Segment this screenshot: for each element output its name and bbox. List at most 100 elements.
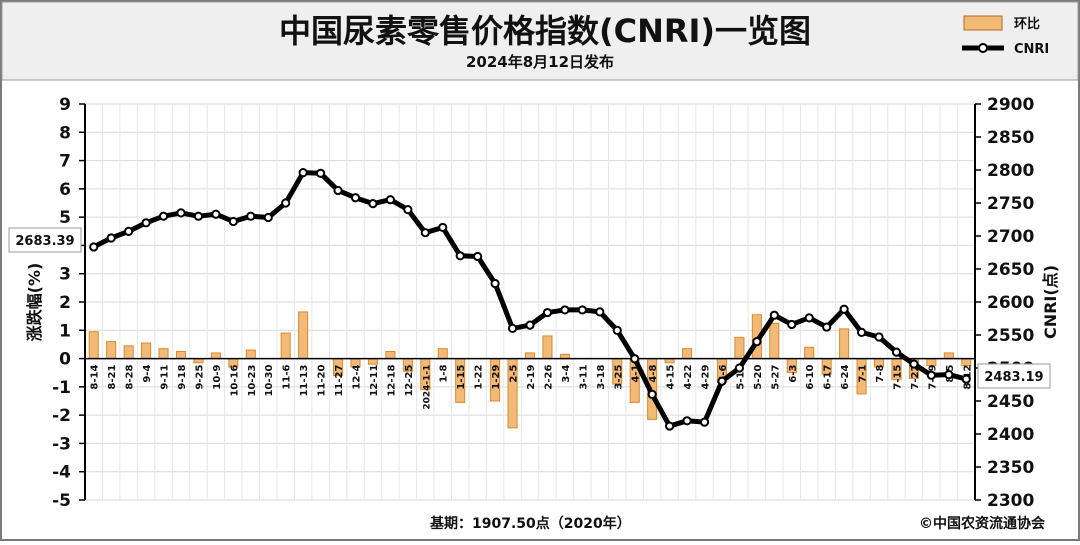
first-value-label: 2683.39 — [15, 234, 74, 249]
copyright-note: ©中国农资流通协会 — [919, 515, 1046, 532]
left-tick-label: 5 — [59, 208, 71, 228]
legend-bar-swatch — [963, 15, 1003, 31]
bar-8-28 — [123, 345, 134, 360]
left-tick-label: 0 — [59, 350, 71, 370]
x-tick-label: 11-13 — [299, 365, 310, 397]
cnri-point-10-9 — [211, 209, 221, 219]
legend-line-label: CNRI — [1014, 42, 1049, 57]
bar-series — [88, 311, 972, 429]
cnri-point-8-12 — [961, 374, 971, 384]
bar-6-10 — [804, 346, 815, 360]
x-tick-label: 8-28 — [125, 365, 136, 390]
bar-8-14 — [88, 331, 99, 360]
legend-line-marker — [978, 43, 988, 53]
right-tick-label: 2850 — [987, 128, 1034, 148]
x-tick-label: 10-16 — [229, 365, 240, 397]
right-tick-label: 2550 — [987, 326, 1034, 346]
cnri-point-7-29 — [926, 370, 936, 380]
bar-5-27 — [769, 322, 780, 360]
x-tick-label: 10-9 — [212, 365, 223, 390]
x-tick-label: 12-18 — [386, 365, 397, 397]
x-tick-label: 1-29 — [491, 365, 502, 390]
cnri-point-8-28 — [124, 226, 134, 236]
x-tick-label: 3-4 — [561, 365, 572, 383]
cnri-point-7-1 — [856, 327, 867, 337]
x-tick-label: 3-11 — [578, 365, 589, 390]
cnri-point-1-29 — [490, 278, 500, 289]
cnri-point-6-17 — [822, 322, 832, 332]
left-tick-label: -3 — [52, 434, 71, 454]
x-tick-label: 2-19 — [526, 365, 537, 390]
cnri-point-5-13 — [734, 363, 745, 373]
legend: 环比 CNRI — [962, 15, 1049, 57]
x-tick-label: 12-4 — [351, 365, 362, 390]
x-tick-label: 9-18 — [177, 365, 188, 390]
cnri-point-2-26 — [542, 307, 553, 318]
bar-9-18 — [175, 351, 187, 360]
x-tick-label: 4-29 — [701, 365, 712, 390]
cnri-point-4-15 — [665, 421, 675, 431]
right-tick-label: 2800 — [987, 161, 1034, 181]
cnri-point-6-10 — [804, 313, 814, 323]
right-tick-label: 2450 — [987, 392, 1034, 412]
cnri-line-series — [89, 168, 971, 431]
cnri-point-2-5 — [507, 323, 518, 333]
cnri-point-2-19 — [525, 320, 535, 330]
x-tick-label: 5-13 — [735, 365, 746, 390]
x-tick-label: 11-6 — [282, 365, 293, 390]
cnri-point-11-27 — [333, 185, 343, 196]
x-tick-label: 2024-1-1 — [422, 365, 432, 410]
x-tick-label: 12-25 — [404, 365, 415, 397]
x-tick-label: 8-14 — [90, 365, 101, 390]
right-axis-title: CNRI(点) — [1041, 265, 1060, 339]
left-tick-label: 6 — [59, 180, 71, 200]
cnri-point-12-4 — [350, 193, 361, 203]
bar-12-11 — [367, 358, 378, 365]
x-tick-label: 9-25 — [194, 365, 205, 390]
x-tick-label: 6-10 — [805, 365, 816, 390]
x-tick-label: 10-30 — [264, 365, 275, 397]
x-tick-label: 6-17 — [823, 365, 834, 390]
x-tick-label: 9-11 — [160, 365, 171, 390]
right-tick-label: 2650 — [987, 260, 1034, 280]
x-tick-label: 11-27 — [334, 365, 345, 397]
x-tick-label: 6-3 — [788, 365, 799, 383]
x-tick-label: 7-1 — [858, 365, 869, 383]
x-tick-label: 1-22 — [474, 365, 485, 390]
cnri-point-6-24 — [839, 304, 849, 314]
cnri-point-7-22 — [909, 359, 919, 369]
last-value-callout: 2483.19 — [977, 363, 1051, 389]
cnri-point-3-4 — [560, 305, 570, 315]
x-tick-label: 2-26 — [543, 365, 554, 390]
left-tick-label: -1 — [52, 378, 71, 398]
base-period-note: 基期：1907.50点（2020年） — [430, 515, 631, 532]
bar-11-6 — [280, 332, 291, 360]
cnri-point-5-6 — [717, 376, 727, 386]
cnri-point-11-6 — [281, 198, 291, 208]
right-tick-label: 2600 — [987, 293, 1034, 313]
cnri-point-4-29 — [699, 417, 710, 427]
left-tick-label: 8 — [59, 123, 71, 143]
left-y-tick-labels: -5-4-3-2-10123456789 — [52, 95, 85, 511]
right-tick-label: 2400 — [987, 425, 1034, 445]
right-tick-label: 2700 — [987, 227, 1034, 247]
legend-bar-label: 环比 — [1014, 16, 1040, 32]
cnri-point-8-21 — [106, 233, 116, 243]
left-tick-label: 1 — [59, 321, 71, 341]
cnri-point-12-18 — [385, 195, 395, 205]
bar-10-23 — [245, 349, 256, 360]
cnri-point-4-22 — [682, 416, 692, 426]
x-tick-label: 4-1 — [631, 365, 642, 383]
x-tick-label: 8-21 — [107, 365, 118, 390]
bar-8-5 — [943, 352, 954, 360]
cnri-point-12-11 — [368, 199, 378, 209]
cnri-point-12-25 — [403, 205, 413, 215]
cnri-point-3-11 — [577, 305, 587, 315]
bar-5-13 — [734, 336, 745, 360]
x-tick-label: 7-15 — [892, 365, 903, 390]
x-tick-label: 7-22 — [910, 365, 921, 390]
bar-11-13 — [298, 311, 309, 360]
right-tick-label: 2350 — [987, 458, 1034, 478]
cnri-point-9-4 — [141, 218, 151, 228]
x-tick-label: 2-5 — [509, 365, 520, 383]
